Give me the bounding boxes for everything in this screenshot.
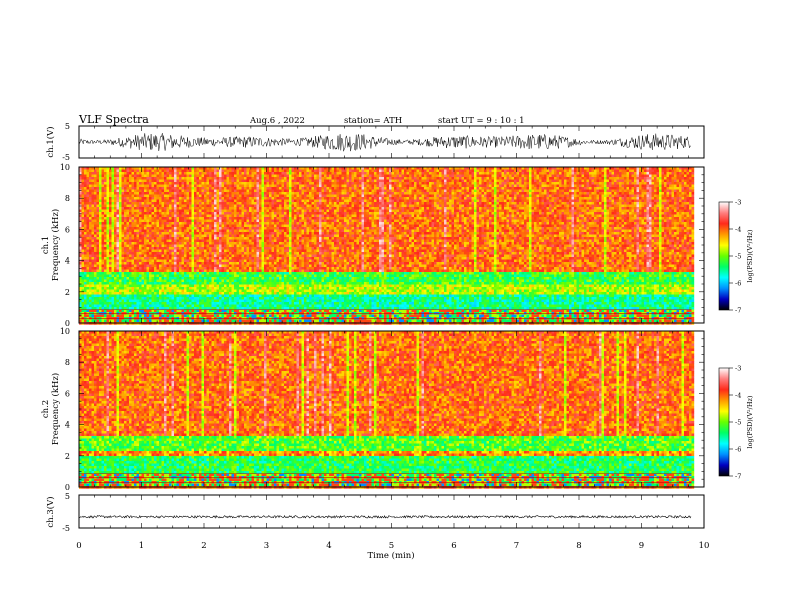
ch1-spectrogram-image [79, 167, 694, 325]
spec2-ytick-0: 0 [65, 483, 70, 492]
cb1ticks-tick--3: -3 [735, 199, 741, 207]
ch2-colorbar-label: log(PSD)(V²/Hz) [746, 395, 754, 448]
ch1-spectrogram-ylabel-frequency: Frequency (kHz) [50, 209, 61, 281]
spec2-ytick-6: 6 [65, 389, 70, 398]
cb1ticks-tick--5: -5 [735, 253, 741, 261]
ch3-wave-ylabel: ch.3(V) [45, 496, 56, 527]
time-axis-label: Time (min) [367, 550, 414, 561]
ch1-colorbar-ticks: -3 -4 -5 -6 -7 [729, 199, 741, 315]
ch1-waveform-panel: 5 -5 ch.1(V) [45, 122, 704, 162]
cb1ticks-tick--7: -7 [735, 307, 741, 315]
station-label: station= ATH [344, 116, 402, 126]
cb2ticks-tick--6: -6 [735, 446, 741, 454]
time-tick-4: 4 [326, 541, 331, 551]
ch2-spectrogram-panel: 0 2 4 6 8 10 ch.2 Frequency (kHz) [41, 327, 704, 492]
spec1-ytick-4: 4 [65, 257, 70, 266]
time-tick-10: 10 [699, 541, 710, 551]
time-tick-0: 0 [76, 541, 81, 551]
time-tick-9: 9 [639, 541, 644, 551]
ch1-spectrogram-ylabel-channel: ch.1 [41, 236, 51, 254]
spec1-ytick-6: 6 [65, 225, 70, 234]
time-tick-1: 1 [139, 541, 144, 551]
ch2-colorbar-ticks: -3 -4 -5 -6 -7 [729, 365, 741, 481]
figure-title: VLF Spectra [78, 113, 149, 126]
ch2-spectrogram-image [79, 331, 694, 489]
time-tick-6: 6 [451, 541, 456, 551]
ch1-wave-ytick-top: 5 [65, 122, 70, 131]
ch1-wave-ylabel: ch.1(V) [45, 126, 56, 157]
cb1ticks-tick--6: -6 [735, 280, 741, 288]
time-tick-3: 3 [264, 541, 269, 551]
time-tick-5: 5 [389, 541, 394, 551]
spec2-ytick-8: 8 [65, 358, 70, 367]
ch1-colorbar: -3 -4 -5 -6 -7 log(PSD)(V²/Hz) [719, 199, 754, 315]
cb2ticks-tick--3: -3 [735, 365, 741, 373]
time-tick-7: 7 [514, 541, 519, 551]
spec1-ytick-2: 2 [65, 288, 70, 297]
spec2-ytick-4: 4 [65, 421, 70, 430]
cb2ticks-tick--5: -5 [735, 419, 741, 427]
spec1-ytick-10: 10 [60, 163, 70, 172]
ch2-colorbar-gradient [719, 368, 729, 476]
ch2-spectrogram-ytick-labels: 0 2 4 6 8 10 [60, 327, 70, 492]
time-axis-tick-labels: 0 1 2 3 4 5 6 7 8 9 10 [76, 541, 709, 551]
ch3-wave-ytick-top: 5 [65, 492, 70, 501]
ch2-colorbar: -3 -4 -5 -6 -7 log(PSD)(V²/Hz) [719, 365, 754, 481]
date-label: Aug.6 , 2022 [249, 116, 305, 126]
ch2-spectrogram-ylabel-frequency: Frequency (kHz) [50, 373, 61, 445]
start-time-label: start UT = 9 : 10 : 1 [438, 116, 525, 126]
spec2-ytick-10: 10 [60, 327, 70, 336]
ch2-spectrogram-ylabel-channel: ch.2 [41, 400, 51, 418]
time-tick-8: 8 [576, 541, 581, 551]
ch1-wave-ytick-bottom: -5 [62, 153, 70, 162]
spec2-ytick-2: 2 [65, 452, 70, 461]
cb2ticks-tick--4: -4 [735, 392, 741, 400]
ch1-colorbar-label: log(PSD)(V²/Hz) [746, 229, 754, 282]
cb2ticks-tick--7: -7 [735, 473, 741, 481]
spec1-ytick-8: 8 [65, 194, 70, 203]
ch1-colorbar-gradient [719, 202, 729, 310]
cb1ticks-tick--4: -4 [735, 226, 741, 234]
ch3-wave-ytick-bottom: -5 [62, 524, 70, 533]
ch3-waveform-panel: 5 -5 ch.3(V) 0 1 2 3 4 5 6 7 8 9 10 [45, 492, 709, 551]
time-tick-2: 2 [201, 541, 206, 551]
